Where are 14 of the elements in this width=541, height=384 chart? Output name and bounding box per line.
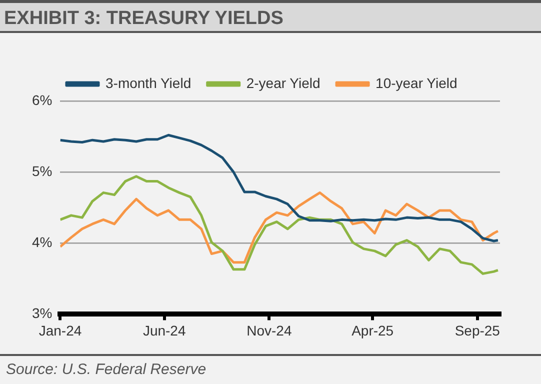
legend-label: 3-month Yield — [105, 74, 192, 91]
legend-label: 10-year Yield — [376, 74, 458, 91]
x-tick-label: Apr-25 — [352, 322, 394, 338]
chart-title: EXHIBIT 3: TREASURY YIELDS — [0, 0, 541, 33]
x-tick-label: Jun-24 — [142, 322, 186, 338]
legend-label: 2-year Yield — [246, 74, 320, 91]
source-note: Source: U.S. Federal Reserve — [0, 354, 541, 384]
y-tick-label: 5% — [32, 162, 52, 179]
y-tick-label: 3% — [32, 305, 52, 322]
x-tick-label: Jan-24 — [38, 322, 82, 338]
y-tick-label: 6% — [32, 92, 52, 108]
x-tick-label: Nov-24 — [246, 322, 292, 338]
x-tick-label: Sep-25 — [454, 322, 500, 338]
y-tick-label: 4% — [32, 234, 52, 250]
